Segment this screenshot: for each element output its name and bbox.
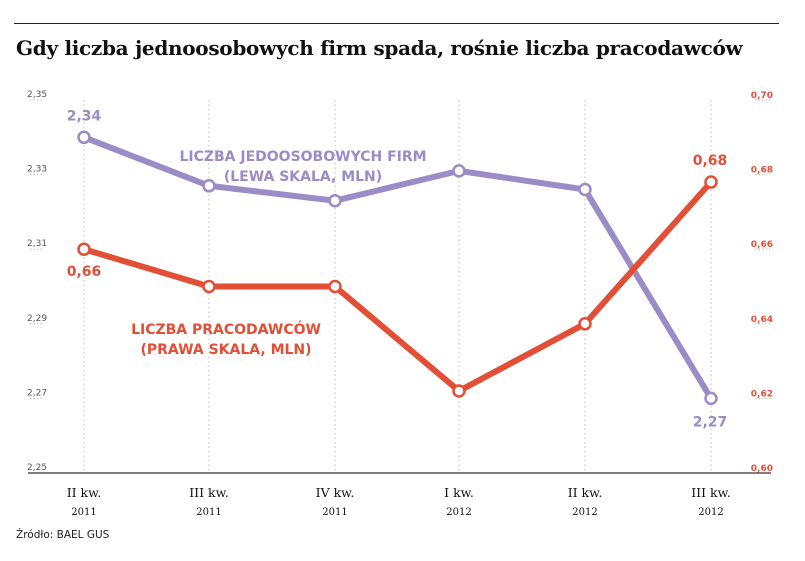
- point-left-5: [704, 391, 718, 406]
- left-tick-label: 2,27: [27, 388, 47, 398]
- left-tick-label: 2,35: [27, 90, 47, 100]
- point-left-1: [202, 179, 216, 193]
- x-year-label: 2012: [572, 507, 597, 518]
- x-year-label: 2011: [71, 507, 96, 518]
- point-right-1: [202, 279, 216, 294]
- x-year-label: 2011: [196, 507, 221, 518]
- point-left-2: [328, 193, 342, 208]
- x-year-label: 2011: [322, 507, 347, 518]
- right-tick-label: 0,64: [751, 315, 773, 325]
- data-label-right-5: 0,68: [693, 153, 728, 169]
- series-line-left: [81, 134, 714, 402]
- annotation-layer: LICZBA JEDOOSOBOWYCH FIRM (LEWA SKALA, M…: [67, 108, 728, 430]
- left-tick-label: 2,31: [27, 239, 47, 249]
- x-category-label: II kw.: [67, 485, 102, 500]
- point-right-5: [704, 175, 718, 189]
- left-series-name-line2: (LEWA SKALA, MLN): [224, 169, 382, 185]
- axis-layer: 2,25 0,60 2,27 0,62 2,29 0,64 2,31 0,66 2,33 0,68…: [27, 90, 773, 518]
- right-tick-label: 0,66: [751, 240, 773, 250]
- x-category-label: IV kw.: [316, 485, 355, 500]
- source-note: Źródło: BAEL GUS: [16, 529, 110, 541]
- data-label-right-0: 0,66: [67, 264, 102, 280]
- point-right-3: [452, 384, 466, 398]
- right-tick-label: 0,70: [751, 91, 773, 101]
- right-tick-label: 0,62: [751, 389, 773, 399]
- series-layer: [77, 130, 718, 406]
- point-left-3: [452, 164, 466, 178]
- left-tick-label: 2,29: [27, 314, 47, 324]
- right-tick-label: 0,68: [751, 166, 773, 176]
- data-label-left-0: 2,34: [67, 108, 102, 124]
- point-right-0: [77, 242, 91, 256]
- x-category-label: III kw.: [691, 485, 731, 500]
- top-rule: [14, 23, 779, 24]
- right-series-name-line2: (PRAWA SKALA, MLN): [140, 342, 311, 358]
- x-year-label: 2012: [446, 507, 471, 518]
- left-series-name-line1: LICZBA JEDOOSOBOWYCH FIRM: [179, 149, 426, 165]
- left-tick-label: 2,33: [27, 165, 47, 175]
- point-left-4: [578, 182, 592, 197]
- left-tick-label: 2,25: [27, 463, 47, 473]
- series-line-right: [81, 179, 714, 394]
- right-tick-label: 0,60: [751, 464, 773, 474]
- right-series-name-line1: LICZBA PRACODAWCÓW: [131, 320, 321, 338]
- x-year-label: 2012: [698, 507, 723, 518]
- x-category-label: III kw.: [189, 485, 229, 500]
- data-label-left-5: 2,27: [693, 414, 728, 430]
- point-right-2: [328, 279, 342, 294]
- x-category-label: II kw.: [568, 485, 603, 500]
- chart-title: Gdy liczba jednoosobowych firm spada, ro…: [16, 36, 743, 60]
- point-left-0: [77, 130, 91, 145]
- x-category-label: I kw.: [444, 485, 474, 500]
- point-right-4: [578, 317, 592, 331]
